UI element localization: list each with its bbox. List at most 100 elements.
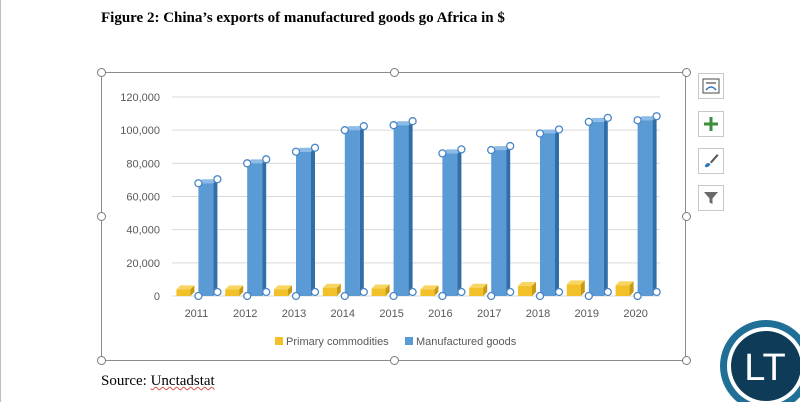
bar-manufactured-goods[interactable] — [637, 120, 653, 296]
resize-handle-top-center[interactable] — [390, 68, 399, 77]
series-selection-marker[interactable] — [340, 126, 349, 135]
series-selection-marker[interactable] — [506, 141, 515, 151]
series-selection-marker[interactable] — [487, 145, 496, 155]
bar-primary-commodities-side — [288, 285, 292, 296]
series-selection-marker[interactable] — [408, 287, 417, 297]
series-selection-marker[interactable] — [340, 291, 349, 301]
series-selection-marker[interactable] — [584, 117, 593, 127]
bar-primary-commodities-top — [176, 285, 195, 290]
series-selection-marker[interactable] — [652, 287, 661, 297]
resize-handle-top-left[interactable] — [97, 68, 106, 77]
bar-primary-commodities[interactable] — [274, 289, 288, 296]
logo-text: LT — [744, 347, 786, 389]
bar-primary-commodities-side — [336, 283, 341, 296]
series-selection-marker[interactable] — [262, 155, 271, 164]
bar-manufactured-goods[interactable] — [491, 150, 507, 296]
resize-handle-bottom-left[interactable] — [97, 356, 106, 365]
bar-primary-commodities-top — [469, 283, 488, 288]
series-selection-marker[interactable] — [291, 147, 301, 156]
bar-primary-commodities-side — [190, 285, 195, 296]
bar-manufactured-goods[interactable] — [344, 130, 360, 296]
bar-manufactured-goods[interactable] — [247, 163, 263, 296]
series-selection-marker[interactable] — [213, 287, 222, 297]
bar-primary-commodities[interactable] — [225, 289, 240, 296]
chart-layout-button[interactable] — [698, 73, 724, 99]
series-selection-marker[interactable] — [408, 117, 417, 126]
y-tick-label: 120,000 — [120, 92, 160, 104]
series-selection-marker[interactable] — [554, 125, 564, 134]
series-selection-marker[interactable] — [310, 143, 320, 152]
resize-handle-bottom-center[interactable] — [390, 356, 399, 365]
bar-manufactured-goods[interactable] — [442, 153, 458, 296]
y-tick-label: 60,000 — [126, 192, 160, 204]
bar-manufactured-goods-side — [457, 149, 462, 296]
bar-primary-commodities[interactable] — [420, 289, 435, 296]
legend: Primary commodities Manufactured goods — [275, 336, 517, 348]
lt-logo: LT — [720, 320, 800, 402]
resize-handle-bottom-right[interactable] — [682, 356, 691, 365]
series-selection-marker[interactable] — [359, 122, 368, 131]
x-tick-label: 2018 — [526, 308, 550, 320]
bar-primary-commodities[interactable] — [615, 285, 630, 296]
bar-primary-commodities-side — [580, 280, 585, 296]
series-selection-marker[interactable] — [359, 287, 368, 297]
x-tick-label: 2017 — [477, 308, 501, 320]
series-selection-marker[interactable] — [438, 149, 447, 158]
bar-primary-commodities-side — [629, 281, 634, 296]
series-selection-marker[interactable] — [310, 287, 320, 297]
bar-manufactured-goods-side — [311, 147, 315, 296]
series-selection-marker[interactable] — [554, 287, 564, 297]
series-selection-marker[interactable] — [389, 291, 398, 301]
chart-elements-button[interactable] — [698, 111, 724, 137]
series-selection-marker[interactable] — [213, 175, 222, 184]
bar-manufactured-goods-top — [491, 146, 511, 151]
bar-manufactured-goods[interactable] — [393, 125, 409, 296]
series-selection-marker[interactable] — [535, 291, 545, 301]
x-tick-label: 2019 — [575, 308, 599, 320]
resize-handle-top-right[interactable] — [682, 68, 691, 77]
series-selection-marker[interactable] — [194, 179, 203, 188]
bar-primary-commodities[interactable] — [469, 287, 484, 296]
series-selection-marker[interactable] — [603, 113, 612, 123]
bar-manufactured-goods-side — [603, 117, 608, 296]
bar-manufactured-goods[interactable] — [588, 121, 604, 296]
bar-primary-commodities[interactable] — [371, 288, 386, 296]
bar-primary-commodities[interactable] — [176, 289, 191, 296]
chart-styles-button[interactable] — [698, 148, 724, 174]
series-selection-marker[interactable] — [438, 291, 447, 301]
bar-primary-commodities[interactable] — [518, 286, 532, 296]
bar-primary-commodities[interactable] — [566, 284, 581, 296]
series-selection-marker[interactable] — [487, 291, 496, 301]
x-tick-label: 2014 — [331, 308, 355, 320]
series-selection-marker[interactable] — [633, 291, 642, 301]
series-selection-marker[interactable] — [457, 287, 466, 297]
resize-handle-middle-left[interactable] — [97, 212, 106, 221]
x-tick-label: 2011 — [185, 308, 209, 320]
bar-primary-commodities-side — [385, 284, 390, 296]
x-tick-label: 2015 — [379, 308, 403, 320]
chart-filters-button[interactable] — [698, 185, 724, 211]
legend-swatch — [275, 337, 283, 345]
series-selection-marker[interactable] — [457, 145, 466, 154]
series-selection-marker[interactable] — [535, 129, 545, 138]
bar-manufactured-goods[interactable] — [296, 151, 311, 296]
series-selection-marker[interactable] — [243, 159, 252, 168]
series-selection-marker[interactable] — [262, 287, 271, 297]
series-selection-marker[interactable] — [389, 121, 398, 130]
series-selection-marker[interactable] — [633, 116, 642, 125]
series-selection-marker[interactable] — [243, 291, 252, 301]
bar-manufactured-goods[interactable] — [198, 183, 214, 296]
series-selection-marker[interactable] — [194, 291, 203, 301]
series-selection-marker[interactable] — [603, 287, 612, 297]
bar-manufactured-goods-side — [652, 116, 657, 296]
bar-primary-commodities-top — [274, 285, 292, 290]
series-selection-marker[interactable] — [506, 287, 515, 297]
series-selection-marker[interactable] — [291, 291, 301, 301]
series-selection-marker[interactable] — [652, 112, 661, 121]
bar-primary-commodities-top — [566, 280, 585, 285]
bar-primary-commodities[interactable] — [322, 287, 337, 296]
series-selection-marker[interactable] — [584, 291, 593, 301]
resize-handle-middle-right[interactable] — [682, 212, 691, 221]
bar-manufactured-goods[interactable] — [540, 133, 555, 296]
